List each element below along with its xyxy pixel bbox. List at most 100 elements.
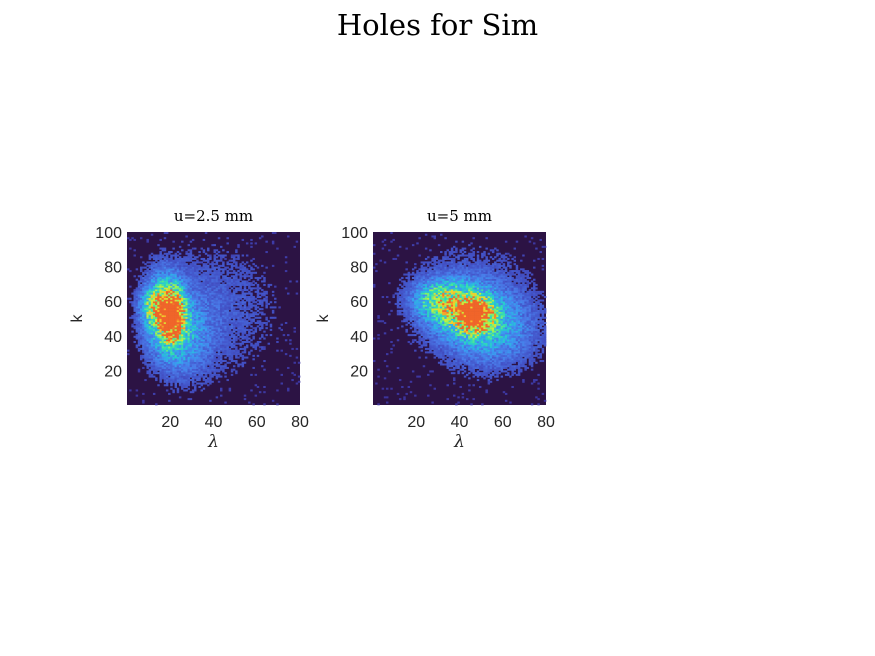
heatmap-cell	[446, 297, 449, 300]
heatmap-cell	[187, 363, 191, 366]
heatmap-cell	[152, 337, 156, 340]
heatmap-cell	[431, 311, 434, 314]
heatmap-cell	[222, 370, 225, 373]
heatmap-cell	[191, 292, 195, 295]
heatmap-cell	[157, 358, 160, 361]
heatmap-cell	[254, 394, 258, 397]
heatmap-cell	[254, 276, 258, 280]
heatmap-cell	[414, 304, 417, 307]
heatmap-cell	[146, 349, 149, 352]
heatmap-cell	[183, 306, 186, 309]
heatmap-cell	[157, 354, 160, 357]
heatmap-cell	[424, 337, 428, 340]
heatmap-cell	[174, 278, 178, 281]
heatmap-cell	[176, 387, 180, 390]
heatmap-cell	[405, 296, 408, 299]
heatmap-cell	[191, 342, 195, 345]
heatmap-cell	[215, 273, 219, 276]
heatmap-cell	[191, 340, 195, 344]
heatmap-cell	[228, 316, 232, 319]
heatmap-cell	[256, 287, 260, 290]
heatmap-cell	[401, 320, 404, 323]
heatmap-cell	[435, 294, 439, 297]
heatmap-cell	[215, 360, 219, 363]
heatmap-cell	[433, 287, 437, 290]
heatmap-cell	[418, 294, 421, 297]
heatmap-cell	[241, 334, 245, 337]
heatmap-cell	[243, 304, 247, 307]
heatmap-cell	[405, 276, 408, 280]
heatmap-cell	[269, 301, 273, 304]
heatmap-cell	[237, 334, 240, 337]
heatmap-cell	[287, 292, 290, 295]
heatmap-cell	[250, 373, 253, 376]
heatmap-cell	[155, 346, 158, 349]
heatmap-cell	[172, 268, 175, 271]
heatmap-cell	[409, 304, 413, 307]
heatmap-cell	[440, 297, 443, 300]
heatmap-cell	[194, 385, 197, 388]
heatmap-cell	[181, 311, 184, 314]
heatmap-cell	[189, 266, 193, 269]
heatmap-cell	[267, 342, 271, 345]
heatmap-cell	[191, 323, 195, 326]
heatmap-cell	[163, 366, 167, 369]
heatmap-cell	[420, 270, 424, 273]
heatmap-cell	[442, 309, 445, 312]
heatmap-cell	[450, 327, 454, 330]
heatmap-cell	[198, 328, 201, 331]
heatmap-cell	[235, 249, 238, 252]
heatmap-cell	[183, 380, 186, 383]
heatmap-cell	[168, 264, 171, 267]
heatmap-cell	[219, 283, 223, 286]
heatmap-cell	[407, 311, 411, 314]
heatmap-cell	[263, 346, 266, 349]
heatmap-cell	[144, 315, 147, 318]
heatmap-cell	[245, 325, 249, 328]
heatmap-cell	[398, 290, 402, 293]
heatmap-cell	[189, 398, 193, 401]
heatmap-cell	[209, 257, 212, 260]
heatmap-cell	[176, 389, 180, 392]
heatmap-cell	[422, 297, 426, 300]
heatmap-cell	[155, 349, 158, 352]
heatmap-cell	[422, 294, 426, 297]
heatmap-cell	[209, 363, 212, 366]
heatmap-cell	[172, 351, 175, 354]
heatmap-cell	[139, 323, 143, 326]
heatmap-cell	[157, 330, 160, 333]
heatmap-cell	[433, 282, 437, 285]
heatmap-cell	[133, 238, 136, 241]
heatmap-cell	[211, 335, 214, 338]
heatmap-cell	[261, 335, 264, 338]
heatmap-cell	[178, 337, 182, 340]
heatmap-cell	[224, 297, 227, 300]
heatmap-cell	[215, 335, 219, 338]
heatmap-cell	[165, 363, 169, 366]
heatmap-cell	[293, 330, 296, 333]
heatmap-cell	[405, 308, 408, 311]
heatmap-cell	[213, 263, 216, 266]
heatmap-cell	[420, 264, 424, 267]
heatmap-cell	[150, 337, 154, 340]
heatmap-cell	[133, 304, 136, 307]
heatmap-cell	[176, 363, 180, 366]
heatmap-cell	[232, 323, 236, 326]
heatmap-cell	[207, 325, 210, 328]
heatmap-cell	[448, 334, 452, 337]
heatmap-cell	[191, 372, 195, 375]
heatmap-cell	[176, 334, 180, 337]
heatmap-cell	[187, 339, 191, 342]
heatmap-cell	[168, 297, 171, 300]
heatmap-cell	[241, 299, 245, 302]
heatmap-cell	[146, 320, 149, 323]
heatmap-cell	[258, 301, 262, 304]
heatmap-cell	[429, 321, 432, 324]
heatmap-cell	[198, 365, 201, 368]
heatmap-cell	[152, 325, 156, 328]
heatmap-cell	[219, 346, 223, 349]
heatmap-cell	[207, 294, 210, 297]
heatmap-cell	[189, 268, 193, 271]
heatmap-cell	[163, 354, 167, 357]
heatmap-cell	[211, 332, 214, 335]
